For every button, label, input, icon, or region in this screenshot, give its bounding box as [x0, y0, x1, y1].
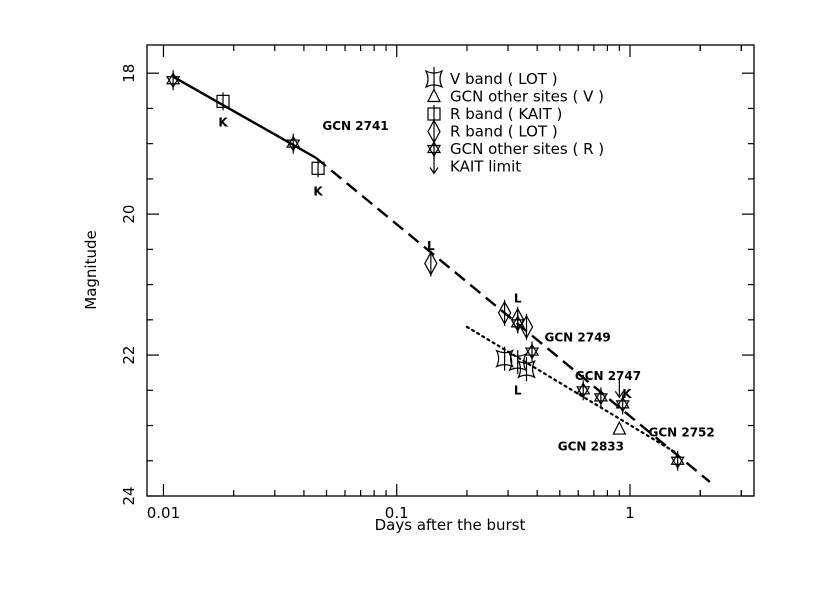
- annotation-label: K: [313, 185, 323, 199]
- y-tick-label: 24: [120, 486, 138, 505]
- legend-label: GCN other sites ( V ): [450, 88, 604, 106]
- data-point-v-band-lot: [508, 350, 528, 375]
- fit-line-dotted: [465, 325, 679, 455]
- y-tick-label: 18: [120, 64, 138, 83]
- data-point-arrow: [614, 378, 624, 399]
- x-tick-label: 0.01: [147, 504, 180, 522]
- annotation-label: GCN 2833: [558, 440, 624, 454]
- data-point-diamond: [497, 299, 512, 326]
- data-points: [166, 70, 685, 471]
- legend-label: R band ( KAIT ): [450, 105, 562, 123]
- data-point-square: [311, 159, 325, 178]
- annotation-label: GCN 2752: [648, 426, 714, 440]
- data-point-diamond: [424, 250, 438, 277]
- annotation-label: L: [427, 239, 435, 253]
- legend-marker-v-band-lot: [424, 67, 444, 91]
- legend-label: V band ( LOT ): [450, 70, 558, 88]
- legend-label: GCN other sites ( R ): [450, 140, 604, 158]
- fit-line-solid: [172, 75, 317, 159]
- annotation-label: L: [514, 292, 522, 306]
- legend-label: R band ( LOT ): [450, 123, 558, 141]
- annotation-label: GCN 2749: [545, 330, 611, 344]
- y-tick-label: 22: [120, 346, 138, 365]
- data-point-v-band-lot: [495, 346, 514, 371]
- annotations: K GCN 2741 K L L GCN 2749 L GCN 2747 K GCN 2833 GC…: [218, 116, 714, 454]
- annotation-label: GCN 2741: [322, 119, 388, 133]
- axis-ticks: 0.01 0.1 1 18 20 22 24: [120, 45, 754, 522]
- data-point-star: [615, 394, 630, 415]
- data-point-star: [166, 70, 181, 91]
- annotation-label: L: [514, 383, 522, 397]
- annotation-label: K: [622, 387, 632, 401]
- data-point-triangle: [612, 420, 627, 435]
- x-tick-label: 0.1: [385, 504, 409, 522]
- annotation-label: GCN 2747: [575, 369, 641, 383]
- data-point-star: [524, 341, 540, 362]
- fit-lines: [172, 75, 711, 483]
- legend: V band ( LOT )GCN other sites ( V )R ban…: [424, 67, 604, 176]
- x-tick-label: 1: [625, 504, 635, 522]
- plot-frame: [146, 44, 755, 497]
- data-point-star: [670, 450, 685, 471]
- data-point-star: [576, 380, 591, 401]
- data-point-square: [216, 92, 230, 111]
- legend-marker-triangle: [427, 88, 441, 103]
- data-point-star: [593, 387, 608, 408]
- data-point-v-band-lot: [517, 357, 536, 382]
- y-tick-label: 20: [120, 205, 138, 224]
- x-axis-label: Days after the burst: [375, 516, 526, 534]
- data-point-star: [510, 313, 525, 334]
- data-point-star: [286, 133, 301, 154]
- annotation-label: K: [218, 116, 228, 130]
- legend-label: KAIT limit: [450, 158, 521, 176]
- y-axis-label: Magnitude: [82, 230, 100, 309]
- fit-line-dashed: [315, 156, 711, 483]
- legend-marker-arrow: [429, 154, 439, 175]
